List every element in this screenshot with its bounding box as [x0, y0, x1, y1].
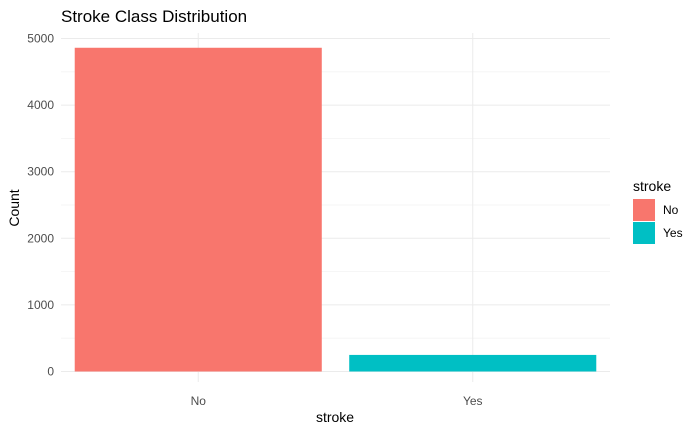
legend: stroke No Yes	[633, 178, 683, 244]
y-tick-label: 0	[47, 365, 54, 379]
legend-key-yes	[633, 222, 655, 244]
legend-label-no: No	[663, 203, 679, 217]
x-tick-label: No	[191, 394, 207, 408]
bar-no	[74, 47, 322, 372]
y-tick-label: 4000	[27, 98, 54, 112]
y-tick-label: 5000	[27, 32, 54, 46]
x-axis-title: stroke	[316, 409, 354, 425]
bar-yes	[349, 354, 597, 372]
y-tick-label: 3000	[27, 165, 54, 179]
legend-title: stroke	[633, 178, 671, 194]
x-tick-label: Yes	[463, 394, 483, 408]
bars	[74, 47, 597, 372]
y-axis-title: Count	[6, 189, 22, 226]
legend-label-yes: Yes	[663, 226, 683, 240]
y-axis-ticks: 0 1000 2000 3000 4000 5000	[27, 32, 54, 379]
y-tick-label: 1000	[27, 298, 54, 312]
y-tick-label: 2000	[27, 231, 54, 245]
legend-key-no	[633, 199, 655, 221]
x-axis-ticks: No Yes	[191, 394, 483, 408]
chart-title: Stroke Class Distribution	[61, 7, 247, 26]
